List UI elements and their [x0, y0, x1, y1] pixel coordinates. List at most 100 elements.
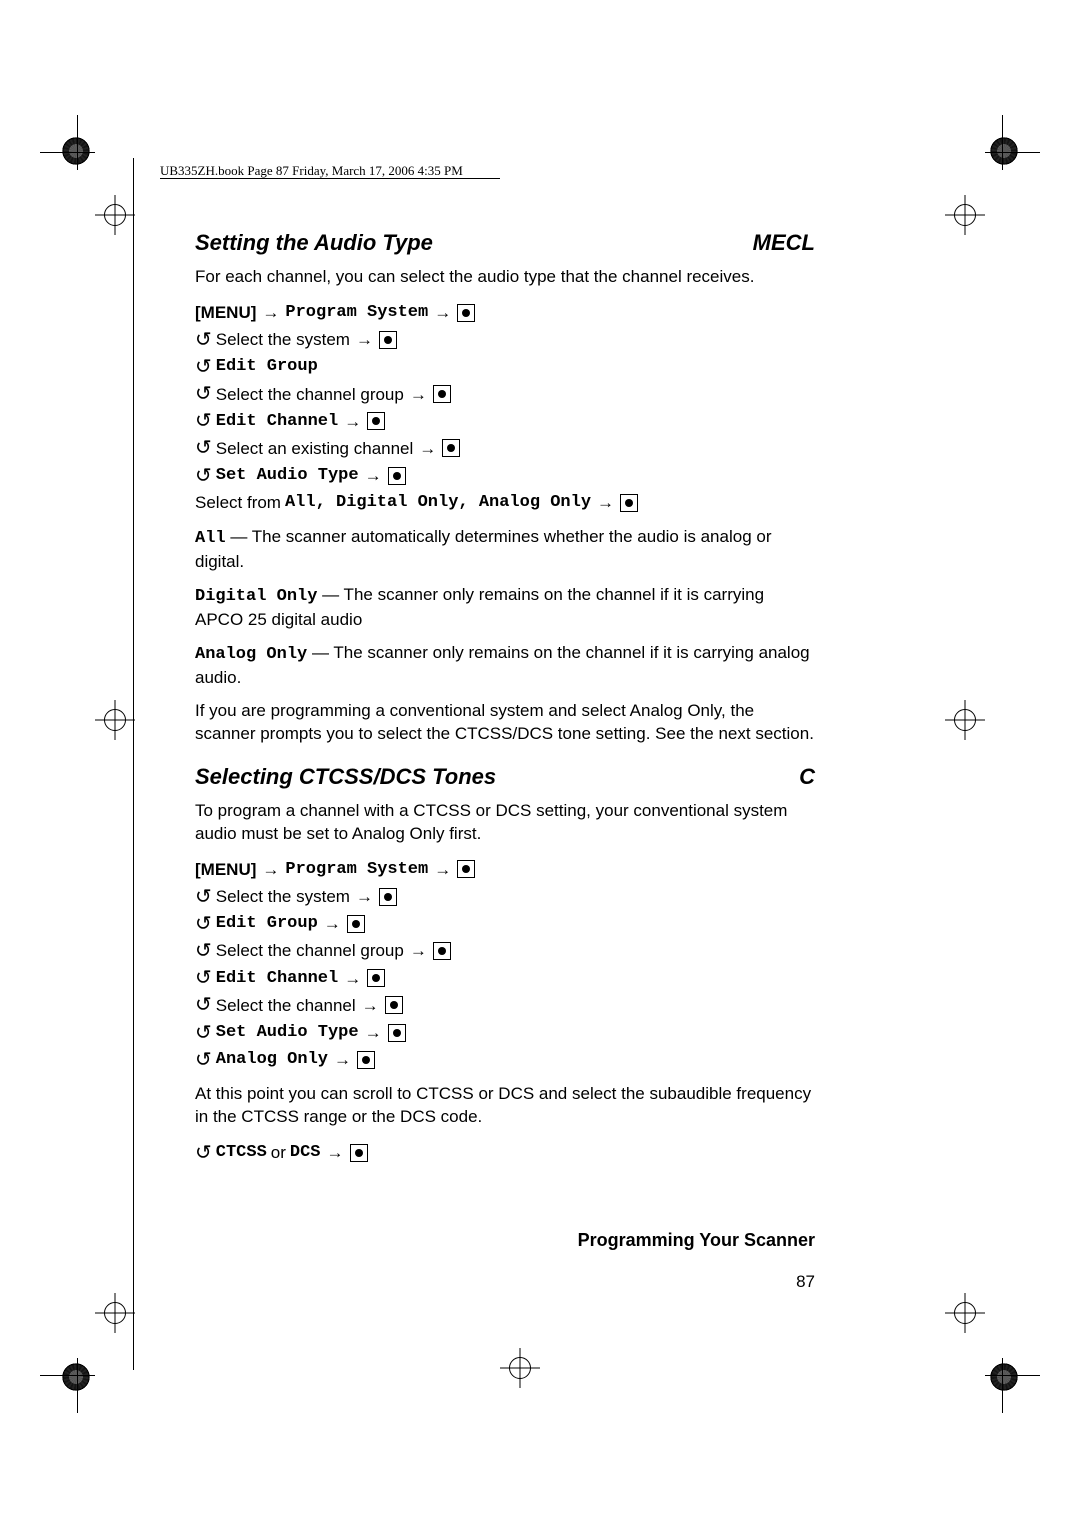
step: ↻ Select the channel group → — [195, 937, 815, 964]
crop-line — [1002, 115, 1003, 170]
page-number: 87 — [796, 1272, 815, 1292]
enter-icon — [379, 888, 397, 906]
step: Select from All, Digital Only, Analog On… — [195, 489, 815, 516]
crop-line — [133, 158, 134, 1370]
scroll-icon: ↻ — [195, 968, 212, 988]
text: — The scanner automatically determines w… — [195, 527, 772, 571]
enter-icon — [433, 942, 451, 960]
arrow-icon: → — [408, 381, 429, 408]
scroll-icon: ↻ — [195, 1050, 212, 1070]
section2-mid: At this point you can scroll to CTCSS or… — [195, 1083, 815, 1129]
scroll-icon: ↻ — [195, 466, 212, 486]
arrow-icon: → — [360, 992, 381, 1019]
step-text: Select the system — [216, 326, 350, 353]
scroll-icon: ↻ — [195, 941, 212, 961]
running-head: UB335ZH.book Page 87 Friday, March 17, 2… — [160, 163, 463, 179]
arrow-icon: → — [342, 408, 363, 435]
crosshair-icon — [500, 1348, 540, 1388]
step-text: Select the channel group — [216, 381, 404, 408]
enter-icon — [379, 331, 397, 349]
menu-path: Edit Group — [216, 910, 318, 937]
arrow-icon: → — [332, 1046, 353, 1073]
step-text: Select an existing channel — [216, 435, 414, 462]
crop-line — [40, 1375, 95, 1376]
menu-path: DCS — [290, 1139, 321, 1166]
scroll-icon: ↻ — [195, 357, 212, 377]
menu-path: Edit Channel — [216, 408, 338, 435]
arrow-icon: → — [260, 856, 281, 883]
crop-line — [1002, 1358, 1003, 1413]
arrow-icon: → — [342, 965, 363, 992]
menu-path: Edit Channel — [216, 965, 338, 992]
label: All — [195, 529, 226, 548]
menu-path: Program System — [285, 299, 428, 326]
crosshair-icon — [95, 1293, 135, 1333]
step: ↻ Edit Group — [195, 353, 815, 380]
menu-path: Set Audio Type — [216, 462, 359, 489]
crosshair-icon — [95, 195, 135, 235]
arrow-icon: → — [417, 435, 438, 462]
menu-path: Set Audio Type — [216, 1019, 359, 1046]
crosshair-icon — [945, 700, 985, 740]
enter-icon — [367, 412, 385, 430]
step: ↻ Select the channel group → — [195, 381, 815, 408]
arrow-icon: → — [325, 1139, 346, 1166]
step: ↻ Analog Only → — [195, 1046, 815, 1073]
crosshair-icon — [945, 1293, 985, 1333]
section1-heading-row: Setting the Audio Type MECL — [195, 230, 815, 256]
section2-steps: [MENU] → Program System → ↻ Select the s… — [195, 856, 815, 1074]
section2-heading-row: Selecting CTCSS/DCS Tones C — [195, 764, 815, 790]
section2-tag: C — [799, 764, 815, 790]
menu-label: [MENU] — [195, 299, 256, 326]
menu-path: Analog Only — [216, 1046, 328, 1073]
scroll-icon: ↻ — [195, 438, 212, 458]
menu-path: All, Digital Only, Analog Only — [285, 489, 591, 516]
step-text: Select the system — [216, 883, 350, 910]
crop-line — [985, 152, 1040, 153]
crop-line — [77, 115, 78, 170]
arrow-icon: → — [432, 299, 453, 326]
reg-mark-icon — [988, 135, 1020, 167]
arrow-icon: → — [363, 462, 384, 489]
enter-icon — [388, 1024, 406, 1042]
menu-label: [MENU] — [195, 856, 256, 883]
enter-icon — [442, 439, 460, 457]
step: [MENU] → Program System → — [195, 299, 815, 326]
step-text: Select the channel group — [216, 937, 404, 964]
reg-mark-icon — [988, 1361, 1020, 1393]
enter-icon — [433, 385, 451, 403]
scroll-icon: ↻ — [195, 384, 212, 404]
step: ↻ Select an existing channel → — [195, 435, 815, 462]
section1-intro: For each channel, you can select the aud… — [195, 266, 815, 289]
reg-mark-icon — [60, 135, 92, 167]
scroll-icon: ↻ — [195, 887, 212, 907]
enter-icon — [457, 304, 475, 322]
enter-icon — [620, 494, 638, 512]
enter-icon — [347, 915, 365, 933]
expl-digital: Digital Only — The scanner only remains … — [195, 584, 815, 632]
enter-icon — [388, 467, 406, 485]
arrow-icon: → — [363, 1019, 384, 1046]
section1-title: Setting the Audio Type — [195, 230, 433, 256]
step: ↻ Select the channel → — [195, 992, 815, 1019]
step: ↻ Set Audio Type → — [195, 1019, 815, 1046]
reg-mark-icon — [60, 1361, 92, 1393]
arrow-icon: → — [260, 299, 281, 326]
arrow-icon: → — [432, 856, 453, 883]
step-text: Select from — [195, 489, 281, 516]
enter-icon — [457, 860, 475, 878]
step: ↻ Edit Channel → — [195, 965, 815, 992]
section1-note: If you are programming a conventional sy… — [195, 700, 815, 746]
section2-last-step: ↻ CTCSS or DCS → — [195, 1139, 815, 1166]
arrow-icon: → — [408, 937, 429, 964]
enter-icon — [385, 996, 403, 1014]
crop-line — [985, 1375, 1040, 1376]
scroll-icon: ↻ — [195, 995, 212, 1015]
step: [MENU] → Program System → — [195, 856, 815, 883]
step: ↻ Select the system → — [195, 883, 815, 910]
scroll-icon: ↻ — [195, 330, 212, 350]
header-rule — [160, 178, 500, 179]
enter-icon — [367, 969, 385, 987]
enter-icon — [357, 1051, 375, 1069]
scroll-icon: ↻ — [195, 1023, 212, 1043]
